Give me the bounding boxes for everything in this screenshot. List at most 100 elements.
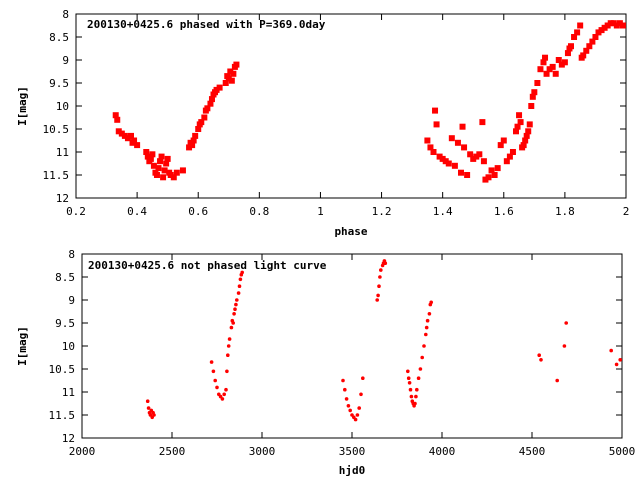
unphased-x-tick-label: 3500 (339, 445, 366, 458)
phased-data-point (464, 172, 471, 178)
phased-data-point (195, 126, 202, 132)
phased-data-point (432, 107, 439, 114)
phased-y-tick-label: 10.5 (43, 123, 70, 136)
unphased-y-tick-label: 11.5 (49, 409, 76, 422)
unphased-y-axis-label: I[mag] (16, 326, 29, 366)
phased-data-point (476, 151, 483, 158)
phased-data-point (500, 137, 507, 144)
phased-data-point (534, 80, 541, 86)
phased-data-point (513, 128, 519, 135)
unphased-data-point (379, 268, 383, 272)
phased-data-point (233, 61, 240, 68)
phased-data-point (537, 66, 544, 73)
unphased-data-point (375, 298, 380, 302)
phased-data-point (571, 34, 578, 40)
phased-data-point (529, 93, 536, 100)
unphased-data-point (537, 353, 541, 358)
unphased-data-point (238, 277, 243, 282)
phased-y-tick-label: 8 (62, 8, 69, 21)
phased-data-point (439, 155, 446, 162)
phased-data-point (520, 142, 527, 149)
unphased-data-point (383, 261, 388, 266)
unphased-x-tick-label: 4500 (519, 445, 546, 458)
phased-data-point (564, 50, 571, 57)
phased-y-ticks: 8 8.5 9 9.5 10 10.5 11 11.5 12 (43, 8, 626, 205)
phased-data-point (131, 137, 138, 144)
unphased-data-point (355, 413, 360, 417)
phased-data-point (517, 119, 524, 126)
phased-data-point (208, 96, 215, 103)
phased-data-point (112, 112, 119, 119)
phased-data-point (497, 142, 504, 149)
unphased-y-tick-label: 10.5 (49, 363, 76, 376)
phased-data-point (598, 27, 605, 34)
unphased-data-point (539, 358, 543, 362)
phased-data-point (503, 158, 510, 165)
phased-x-axis-label: phase (334, 225, 367, 238)
phased-x-tick-label: 1.2 (372, 205, 392, 218)
phased-data-point (586, 43, 593, 50)
unphased-data-point (224, 387, 228, 392)
phased-data-point (583, 47, 590, 54)
unphased-data-point (348, 408, 353, 413)
phased-data-point (479, 119, 486, 126)
unphased-data-point (146, 406, 151, 410)
unphased-data-point (213, 378, 217, 383)
unphased-data-point (357, 406, 362, 410)
phased-chart: 0.2 0.4 0.6 0.8 1 1.2 1.4 1.6 1.8 2 8 8.5 9 9.5 10 10.… (16, 8, 629, 238)
unphased-y-tick-label: 8 (68, 248, 75, 261)
phased-data-point (442, 158, 449, 165)
phased-data-point (561, 59, 568, 66)
unphased-data-point (346, 404, 351, 408)
unphased-x-tick-label: 4000 (429, 445, 456, 458)
phased-data-point (531, 89, 538, 96)
unphased-data-point (240, 270, 244, 275)
unphased-data-point (225, 369, 229, 374)
phased-data-point (143, 149, 150, 155)
phased-data-point (213, 86, 220, 93)
phased-data-point (170, 174, 177, 181)
phased-data-point (157, 158, 164, 165)
phased-y-tick-label: 8.5 (49, 31, 69, 44)
phased-data-point (467, 151, 474, 158)
phased-data-point (204, 105, 211, 112)
unphased-chart-title: 200130+0425.6 not phased light curve (88, 259, 327, 272)
unphased-x-axis-label: hjd0 (339, 464, 366, 477)
unphased-data-point (415, 387, 419, 392)
unphased-data-point (237, 284, 242, 289)
phased-data-point (227, 68, 234, 75)
unphased-y-tick-label: 8.5 (55, 271, 75, 284)
unphased-data-point (377, 284, 381, 289)
phased-data-point (528, 103, 535, 109)
phased-data-point (167, 172, 174, 178)
phased-data-point (430, 149, 437, 155)
unphased-data-point (361, 376, 365, 381)
phased-data-point (192, 132, 199, 139)
phased-x-tick-label: 0.8 (249, 205, 269, 218)
phased-data-point (461, 144, 468, 151)
unphased-data-point (414, 394, 418, 399)
phased-data-point (604, 22, 611, 29)
phased-data-point (580, 52, 587, 59)
phased-data-point (115, 128, 122, 135)
phased-x-ticks: 0.2 0.4 0.6 0.8 1 1.2 1.4 1.6 1.8 2 (66, 14, 629, 218)
phased-data-point (207, 100, 214, 107)
unphased-data-point (409, 394, 414, 399)
unphased-data-point (376, 293, 380, 298)
unphased-data-point (555, 378, 559, 383)
unphased-chart: 2000 2500 3000 3500 4000 4500 5000 8 8.5 9 9.5 10 1… (16, 248, 635, 477)
phased-data-points (112, 20, 626, 183)
phased-data-point (607, 20, 614, 27)
unphased-data-point (424, 332, 428, 337)
phased-data-point (427, 144, 434, 151)
phased-y-tick-label: 12 (56, 192, 69, 205)
phased-x-tick-label: 2 (623, 205, 630, 218)
phased-data-point (589, 38, 596, 45)
phased-data-point (222, 80, 229, 86)
unphased-y-tick-label: 12 (62, 432, 75, 445)
phased-data-point (523, 132, 530, 139)
phased-data-point (179, 167, 186, 174)
unphased-data-point (211, 369, 216, 374)
